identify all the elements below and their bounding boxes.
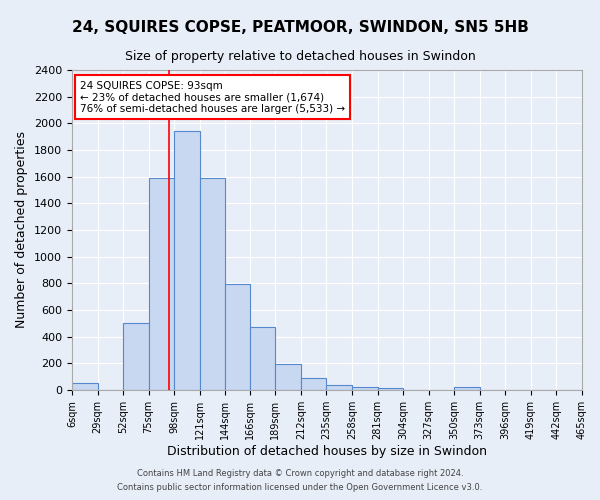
Bar xyxy=(174,132,200,390)
Text: Contains HM Land Registry data © Crown copyright and database right 2024.: Contains HM Land Registry data © Crown c… xyxy=(137,468,463,477)
Bar xyxy=(377,388,403,390)
Bar xyxy=(226,284,250,390)
Bar xyxy=(454,388,480,390)
Bar xyxy=(301,378,326,390)
Bar xyxy=(326,386,352,390)
Bar xyxy=(149,178,174,390)
Bar xyxy=(200,178,226,390)
Text: Size of property relative to detached houses in Swindon: Size of property relative to detached ho… xyxy=(125,50,475,63)
Y-axis label: Number of detached properties: Number of detached properties xyxy=(16,132,28,328)
Bar xyxy=(275,364,301,390)
Bar xyxy=(352,386,377,390)
Bar xyxy=(123,324,149,390)
X-axis label: Distribution of detached houses by size in Swindon: Distribution of detached houses by size … xyxy=(167,444,487,458)
Bar xyxy=(72,382,98,390)
Bar xyxy=(250,326,275,390)
Text: 24, SQUIRES COPSE, PEATMOOR, SWINDON, SN5 5HB: 24, SQUIRES COPSE, PEATMOOR, SWINDON, SN… xyxy=(71,20,529,35)
Text: 24 SQUIRES COPSE: 93sqm
← 23% of detached houses are smaller (1,674)
76% of semi: 24 SQUIRES COPSE: 93sqm ← 23% of detache… xyxy=(80,80,345,114)
Text: Contains public sector information licensed under the Open Government Licence v3: Contains public sector information licen… xyxy=(118,484,482,492)
